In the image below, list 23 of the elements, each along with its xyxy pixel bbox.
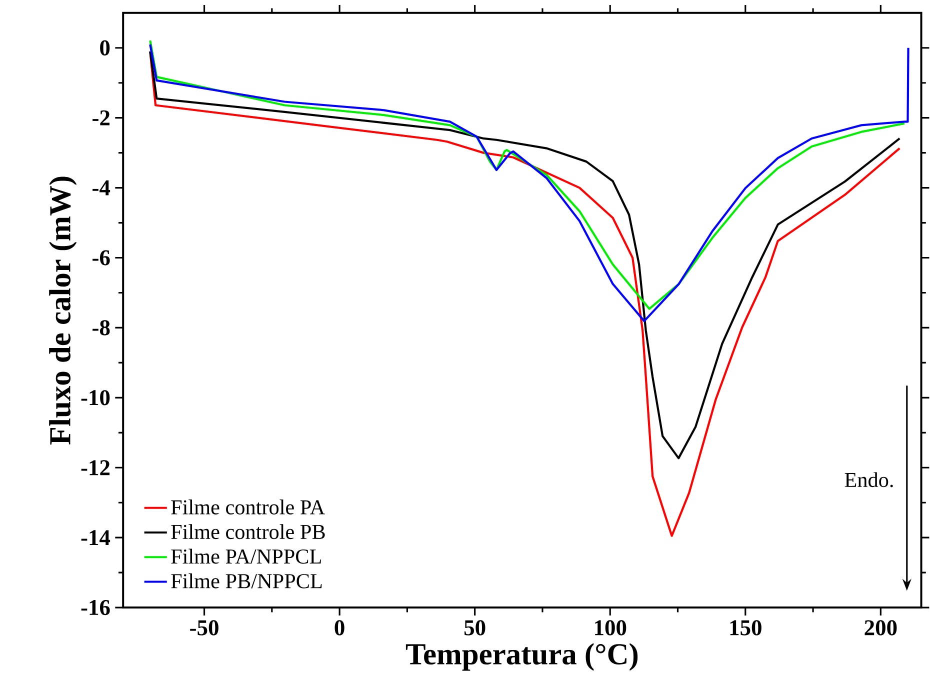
legend-label: Filme PA/NPPCL <box>171 548 321 564</box>
y-tick-label: -14 <box>81 530 110 546</box>
annotation: Endo. <box>844 472 893 488</box>
y-tick-label: -12 <box>81 460 110 476</box>
x-tick-label: 100 <box>595 620 626 636</box>
x-axis-title: Temperatura (°C) <box>406 643 638 671</box>
x-tick-label: -50 <box>190 620 218 636</box>
x-tick-label: 50 <box>464 620 486 636</box>
legend-label: Filme PB/NPPCL <box>171 573 322 588</box>
x-tick-label: 200 <box>864 620 897 636</box>
y-axis-title: Fluxo de calor (mW) <box>49 176 77 445</box>
y-tick-label: -10 <box>81 390 110 406</box>
y-tick-label: -2 <box>92 110 110 126</box>
x-tick-label: 0 <box>334 620 344 636</box>
y-tick-label: 0 <box>100 40 110 56</box>
y-tick-label: -6 <box>92 250 110 266</box>
legend-label: Filme controle PB <box>171 524 325 540</box>
legend-label: Filme controle PA <box>171 500 325 515</box>
line-series <box>149 50 901 460</box>
y-tick-label: -16 <box>81 600 110 616</box>
y-tick-label: -8 <box>92 320 110 336</box>
x-tick-label: 150 <box>730 620 762 636</box>
y-tick-label: -4 <box>92 180 110 196</box>
